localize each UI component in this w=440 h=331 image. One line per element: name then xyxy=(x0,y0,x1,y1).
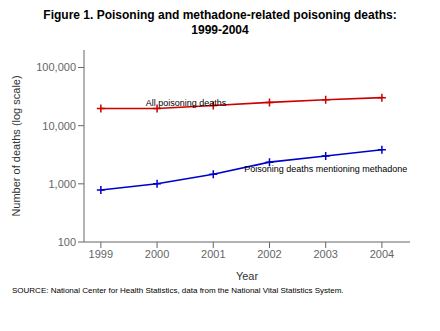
svg-text:2002: 2002 xyxy=(257,248,281,260)
svg-text:1,000: 1,000 xyxy=(48,178,76,190)
svg-text:Year: Year xyxy=(236,270,259,282)
svg-text:Number of deaths (log scale): Number of deaths (log scale) xyxy=(10,75,22,216)
svg-text:All poisoning deaths: All poisoning deaths xyxy=(146,98,227,108)
svg-text:2000: 2000 xyxy=(145,248,169,260)
html-text:1999-2004: 1999-2004 xyxy=(191,23,249,37)
html-text:SOURCE: National Center for He: SOURCE: National Center for Health Stati… xyxy=(12,286,344,295)
svg-text:100: 100 xyxy=(58,236,76,248)
svg-text:2001: 2001 xyxy=(201,248,225,260)
svg-text:1999: 1999 xyxy=(89,248,113,260)
svg-text:2003: 2003 xyxy=(313,248,337,260)
svg-text:Poisoning deaths mentioning me: Poisoning deaths mentioning methadone xyxy=(244,164,407,174)
svg-text:10,000: 10,000 xyxy=(42,120,76,132)
svg-text:100,000: 100,000 xyxy=(36,61,76,73)
svg-text:2004: 2004 xyxy=(370,248,394,260)
html-text:Figure 1. Poisoning and methad: Figure 1. Poisoning and methadone-relate… xyxy=(43,8,397,22)
